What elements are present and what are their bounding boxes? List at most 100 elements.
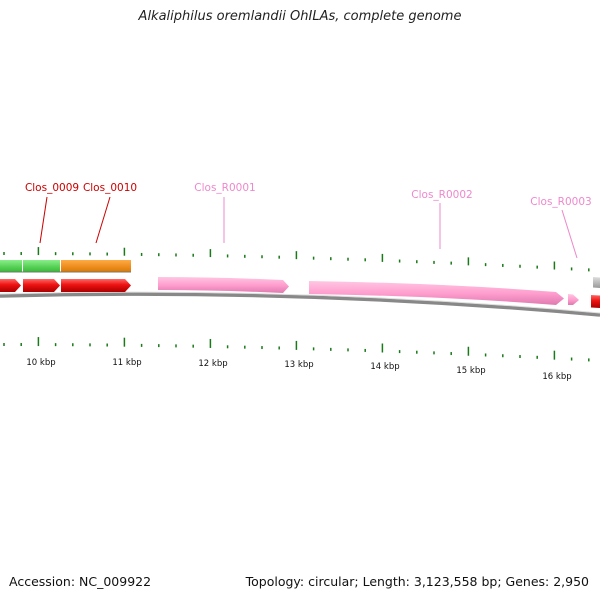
tick-mark — [175, 253, 177, 257]
tick-mark — [570, 267, 573, 271]
cog-segment-green — [23, 260, 60, 272]
tick-mark — [502, 354, 504, 358]
tick-mark — [140, 252, 143, 256]
tick-mark — [192, 344, 194, 348]
tick-mark — [364, 348, 366, 352]
tick-mark — [519, 264, 521, 268]
tick-mark — [72, 252, 74, 256]
gene-label-line — [95, 196, 111, 244]
tick-mark — [244, 345, 246, 349]
tick-mark — [106, 252, 108, 256]
tick-mark — [484, 353, 487, 357]
tick-mark — [3, 343, 5, 347]
gene-label-line — [561, 209, 578, 259]
tick-mark — [226, 345, 229, 349]
tick-mark — [278, 346, 280, 350]
cds-arrow — [0, 279, 21, 292]
cog-segment-green — [0, 260, 22, 272]
cog-segment-orange — [61, 260, 131, 272]
tick-mark — [347, 257, 349, 261]
scale-label: 15 kbp — [456, 366, 485, 376]
tick-mark — [364, 258, 366, 262]
tick-mark — [123, 337, 126, 347]
gene-label-clos-0009: Clos_0009 — [25, 182, 79, 194]
tick-mark — [467, 346, 470, 356]
gene-label-clos-0010: Clos_0010 — [83, 182, 137, 194]
tick-mark — [467, 257, 470, 266]
rna-arrow — [309, 281, 564, 305]
tick-mark — [347, 348, 349, 352]
tick-mark — [553, 261, 556, 270]
tick-mark — [158, 253, 160, 257]
tick-mark — [381, 253, 384, 262]
scale-label: 14 kbp — [370, 362, 399, 372]
genome-title: Alkaliphilus oremlandii OhILAs, complete… — [138, 9, 462, 24]
scale-label: 13 kbp — [284, 360, 313, 370]
genome-backbone-highlight — [0, 291, 600, 314]
cds-arrow — [61, 279, 131, 292]
tick-mark — [106, 343, 108, 347]
tick-mark — [89, 343, 91, 347]
tick-mark — [450, 261, 452, 265]
tick-mark — [536, 355, 538, 359]
feature-gray — [593, 277, 600, 288]
tick-mark — [192, 253, 194, 257]
tick-mark — [553, 350, 556, 360]
tick-mark — [330, 257, 332, 261]
tick-mark — [158, 344, 160, 348]
tick-mark — [433, 260, 435, 264]
tick-mark — [209, 338, 212, 348]
tick-mark — [261, 255, 263, 259]
tick-mark — [433, 351, 435, 355]
tick-mark — [140, 343, 143, 347]
scale-label: 11 kbp — [112, 358, 141, 368]
tick-mark — [37, 247, 40, 256]
tick-mark — [244, 254, 246, 258]
tick-mark — [261, 346, 263, 350]
rna-arrow — [568, 294, 579, 305]
cds-arrow — [23, 279, 60, 292]
tick-mark — [37, 337, 40, 347]
genome-backbone — [0, 292, 600, 317]
tick-mark — [416, 260, 418, 264]
tick-mark — [381, 343, 384, 353]
tick-mark — [519, 355, 521, 359]
tick-mark — [416, 350, 418, 354]
genome-summary: Topology: circular; Length: 3,123,558 bp… — [245, 574, 589, 589]
tick-mark — [54, 252, 57, 256]
scale-label: 10 kbp — [26, 358, 55, 368]
tick-mark — [295, 251, 298, 260]
rna-arrow — [158, 277, 289, 293]
scale-tick-track — [3, 337, 590, 362]
tick-mark — [54, 343, 57, 347]
tick-mark — [398, 350, 401, 354]
tick-mark — [450, 352, 452, 356]
gc-tick-track — [3, 247, 590, 272]
scale-label: 12 kbp — [198, 359, 227, 369]
cds-arrow — [591, 295, 600, 308]
tick-mark — [502, 263, 504, 267]
tick-mark — [123, 247, 126, 256]
tick-mark — [175, 344, 177, 348]
tick-mark — [588, 358, 590, 362]
tick-mark — [20, 343, 22, 347]
tick-mark — [536, 265, 538, 269]
tick-mark — [72, 343, 74, 347]
tick-mark — [278, 255, 280, 259]
tick-mark — [484, 263, 487, 267]
tick-mark — [209, 249, 212, 258]
tick-mark — [20, 252, 22, 256]
accession-label: Accession: NC_009922 — [9, 574, 152, 589]
tick-mark — [330, 347, 332, 351]
cog-track-edge — [0, 271, 131, 273]
gene-label-clos-r0003: Clos_R0003 — [530, 196, 591, 208]
tick-mark — [295, 340, 298, 350]
tick-mark — [588, 268, 590, 272]
gene-label-line — [39, 196, 48, 244]
gene-label-clos-r0002: Clos_R0002 — [411, 189, 472, 201]
tick-mark — [312, 256, 315, 260]
gene-label-clos-r0001: Clos_R0001 — [194, 182, 255, 194]
tick-mark — [398, 259, 401, 263]
tick-mark — [89, 252, 91, 256]
